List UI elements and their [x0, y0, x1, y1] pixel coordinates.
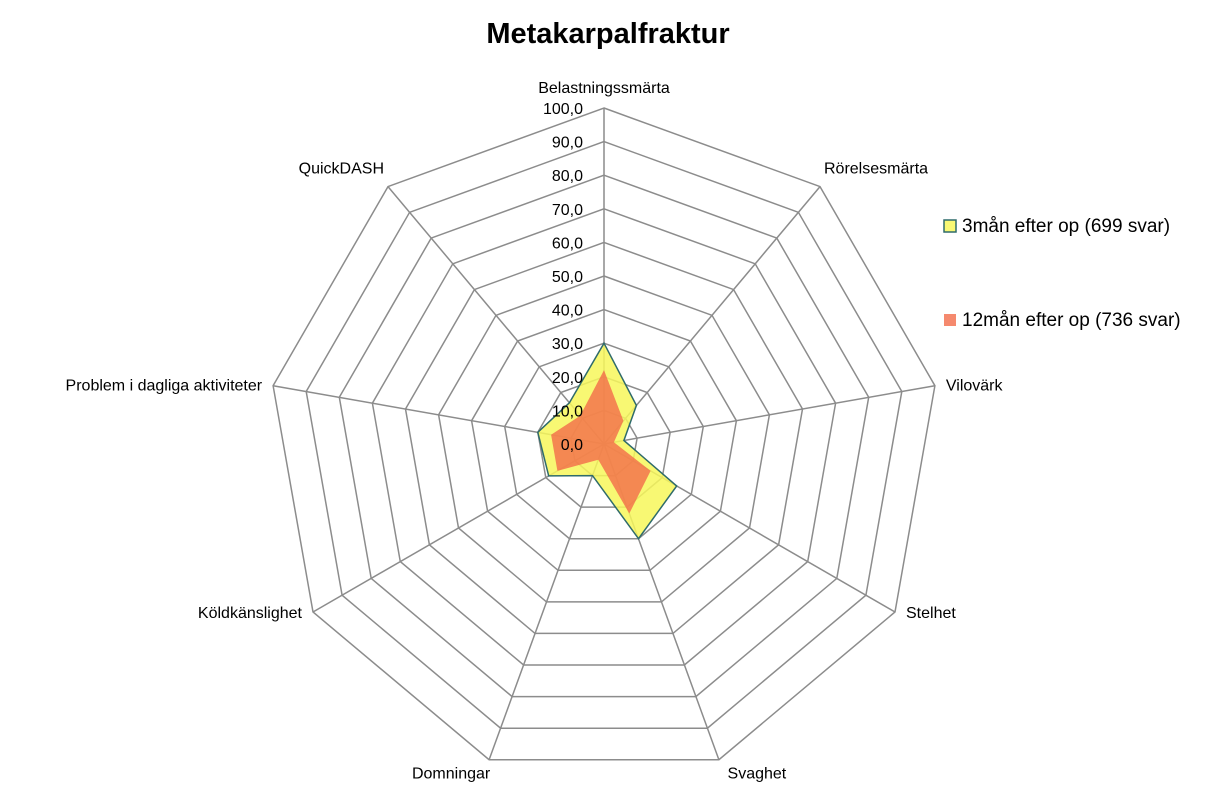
axis-spoke — [603, 384, 936, 445]
grid-ring — [404, 241, 804, 635]
tick-label: 30,0 — [552, 336, 583, 353]
legend-swatch — [944, 314, 956, 326]
grid-ring — [470, 308, 738, 572]
tick-label: 40,0 — [552, 303, 583, 320]
grid-ring — [305, 140, 903, 729]
tick-label: 70,0 — [552, 202, 583, 219]
grid-ring — [537, 376, 671, 508]
tick-labels: 0,0 10,0 20,0 30,0 40,0 50,0 60,0 70,0 80,0 90,0 1… — [543, 101, 583, 454]
legend: 3mån efter op (699 svar) 12mån efter op (… — [943, 216, 1181, 331]
series-areas — [536, 341, 678, 540]
category-label: Problem i dagliga aktiviteter — [66, 377, 263, 394]
tick-label: 0,0 — [561, 437, 583, 454]
tick-label: 20,0 — [552, 370, 583, 387]
axis-spoke — [488, 443, 605, 760]
category-labels: Belastningssmärta Rörelsesmärta Vilovärk St… — [66, 80, 1004, 783]
grid-ring — [371, 208, 837, 666]
category-label: Domningar — [412, 766, 491, 783]
grid-ring — [272, 107, 936, 761]
tick-label: 100,0 — [543, 101, 583, 118]
grid-ring — [437, 275, 771, 603]
axis-spoke — [387, 186, 605, 445]
tick-label: 60,0 — [552, 235, 583, 252]
tick-label: 90,0 — [552, 135, 583, 152]
series-area-2 — [551, 370, 651, 514]
category-label: Köldkänslighet — [198, 605, 303, 622]
tick-label: 50,0 — [552, 269, 583, 286]
grid-ring — [503, 342, 705, 540]
category-label: QuickDASH — [299, 161, 384, 178]
category-label: Belastningssmärta — [538, 80, 670, 97]
legend-label: 3mån efter op (699 svar) — [962, 216, 1170, 237]
category-label: Stelhet — [906, 605, 956, 622]
tick-label: 10,0 — [552, 403, 583, 420]
category-label: Svaghet — [728, 766, 787, 783]
legend-label: 12mån efter op (736 svar) — [962, 310, 1181, 331]
category-label: Vilovärk — [946, 377, 1004, 394]
chart-title: Metakarpalfraktur — [486, 18, 729, 50]
legend-swatch — [943, 219, 957, 233]
axis-spoke — [603, 186, 821, 445]
category-label: Rörelsesmärta — [824, 161, 928, 178]
grid-ring — [338, 174, 870, 698]
tick-label: 80,0 — [552, 168, 583, 185]
